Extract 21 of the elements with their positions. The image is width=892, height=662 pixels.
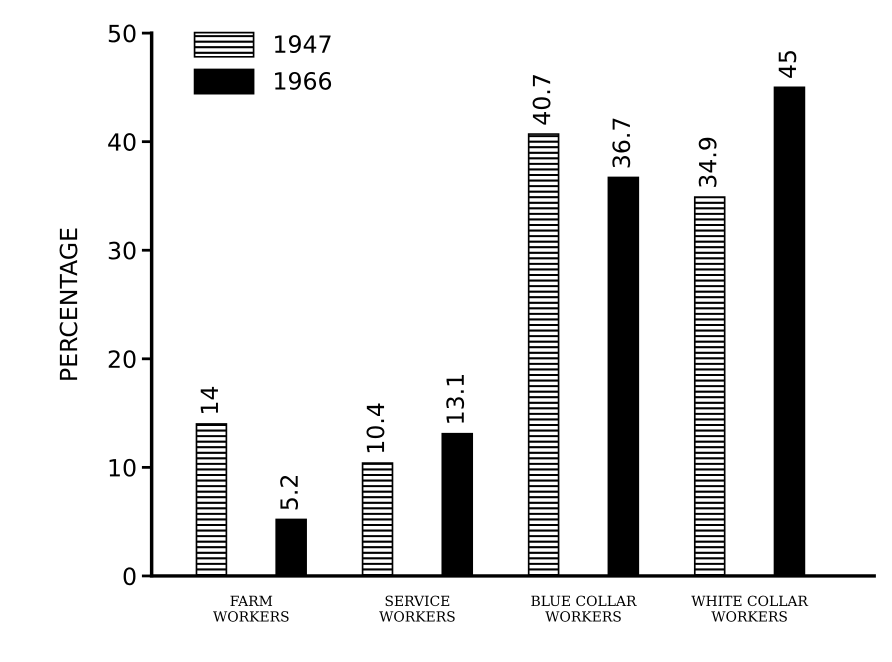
y-tick-label: 20 xyxy=(108,350,136,368)
y-tick-label: 10 xyxy=(110,458,136,477)
y-tick-label: 0 xyxy=(124,567,136,586)
x-tick-label: BLUE COLLAR WORKERS xyxy=(531,596,637,622)
data-label: 36.7 xyxy=(612,118,630,168)
data-label: 45 xyxy=(778,51,796,78)
data-label: 5.2 xyxy=(280,476,298,510)
legend-label: 1947 xyxy=(275,35,331,54)
data-label: 14 xyxy=(200,386,218,414)
data-label: 34.9 xyxy=(698,138,717,187)
y-tick-label: 50 xyxy=(108,24,136,42)
y-tick-label: 30 xyxy=(108,242,136,260)
x-tick-label: FARM WORKERS xyxy=(213,596,289,622)
y-axis-title: PERCENTAGE xyxy=(60,228,78,380)
data-label: 13.1 xyxy=(446,374,464,423)
x-tick-label: SERVICE WORKERS xyxy=(379,596,455,622)
legend-label: 1966 xyxy=(275,72,332,90)
x-tick-label: WHITE COLLAR WORKERS xyxy=(691,596,808,622)
data-label: 40.7 xyxy=(532,75,550,125)
data-label: 10.4 xyxy=(366,403,384,452)
y-tick-label: 40 xyxy=(108,133,136,151)
